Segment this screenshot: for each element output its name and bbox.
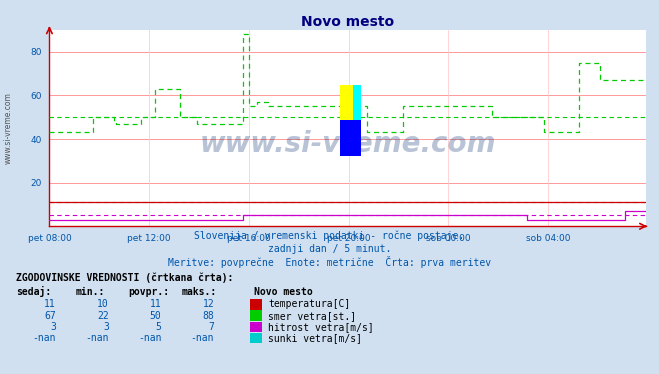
Text: 50: 50 <box>150 311 161 321</box>
FancyBboxPatch shape <box>353 85 360 120</box>
Text: www.si-vreme.com: www.si-vreme.com <box>200 130 496 158</box>
Text: Slovenija / vremenski podatki - ročne postaje.: Slovenija / vremenski podatki - ročne po… <box>194 230 465 240</box>
Title: Novo mesto: Novo mesto <box>301 15 394 29</box>
Text: povpr.:: povpr.: <box>129 287 169 297</box>
Text: -nan: -nan <box>138 333 161 343</box>
Text: 12: 12 <box>202 300 214 309</box>
Text: sedaj:: sedaj: <box>16 286 51 297</box>
Text: 11: 11 <box>44 300 56 309</box>
Text: temperatura[C]: temperatura[C] <box>268 300 351 309</box>
Text: 7: 7 <box>208 322 214 332</box>
Text: smer vetra[st.]: smer vetra[st.] <box>268 311 357 321</box>
Text: maks.:: maks.: <box>181 287 216 297</box>
Text: 22: 22 <box>97 311 109 321</box>
Text: 67: 67 <box>44 311 56 321</box>
Text: -nan: -nan <box>85 333 109 343</box>
Text: 10: 10 <box>97 300 109 309</box>
Text: -nan: -nan <box>190 333 214 343</box>
Text: 88: 88 <box>202 311 214 321</box>
Text: Meritve: povprečne  Enote: metrične  Črta: prva meritev: Meritve: povprečne Enote: metrične Črta:… <box>168 256 491 268</box>
Text: Novo mesto: Novo mesto <box>254 287 312 297</box>
Text: 11: 11 <box>150 300 161 309</box>
Text: www.si-vreme.com: www.si-vreme.com <box>3 92 13 164</box>
FancyBboxPatch shape <box>340 120 360 156</box>
Text: min.:: min.: <box>76 287 105 297</box>
Text: 5: 5 <box>156 322 161 332</box>
Text: 3: 3 <box>103 322 109 332</box>
FancyBboxPatch shape <box>340 85 353 120</box>
Text: -nan: -nan <box>32 333 56 343</box>
Text: hitrost vetra[m/s]: hitrost vetra[m/s] <box>268 322 374 332</box>
Text: sunki vetra[m/s]: sunki vetra[m/s] <box>268 333 362 343</box>
Text: ZGODOVINSKE VREDNOSTI (črtkana črta):: ZGODOVINSKE VREDNOSTI (črtkana črta): <box>16 273 234 283</box>
Text: zadnji dan / 5 minut.: zadnji dan / 5 minut. <box>268 245 391 254</box>
Text: 3: 3 <box>50 322 56 332</box>
